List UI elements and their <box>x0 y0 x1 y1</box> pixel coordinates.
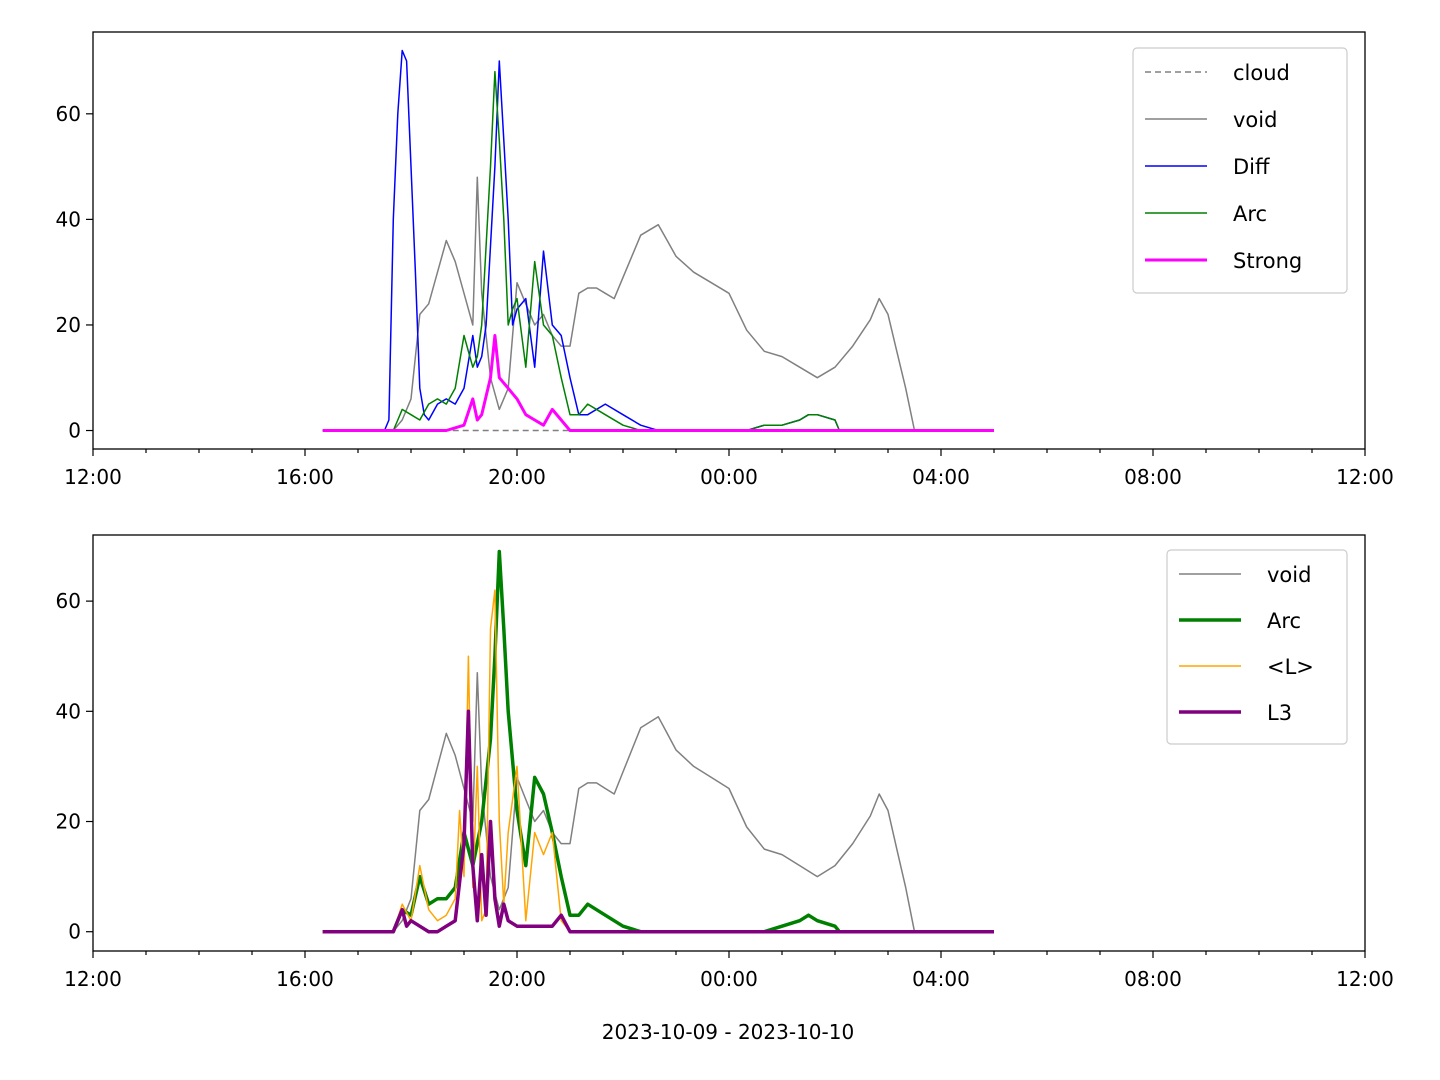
y-tick-label: 20 <box>56 810 81 834</box>
top-panel: 12:00 16:00 20:00 00:00 04:00 08:00 12:00 0 20 40… <box>56 31 1394 489</box>
x-tick-label: 08:00 <box>1124 465 1182 489</box>
x-tick-label: 12:00 <box>1336 465 1394 489</box>
legend-entry-label: L3 <box>1267 701 1292 725</box>
legend-entry-label: void <box>1267 563 1311 587</box>
x-tick-label: 16:00 <box>276 967 334 991</box>
legend-box <box>1132 47 1348 294</box>
y-tick-label: 60 <box>56 589 81 613</box>
x-tick-label: 04:00 <box>912 967 970 991</box>
y-tick-label: 20 <box>56 313 81 337</box>
y-tick-label: 60 <box>56 102 81 126</box>
x-tick-label: 16:00 <box>276 465 334 489</box>
legend-entry-label: Diff <box>1233 155 1270 179</box>
legend-entry-label: Arc <box>1267 609 1301 633</box>
legend-entry-label: void <box>1233 108 1277 132</box>
x-tick-label: 12:00 <box>64 465 122 489</box>
series-line-arc <box>322 70 994 432</box>
bottom-panel: 12:00 16:00 20:00 00:00 04:00 08:00 12:00 0 20 40… <box>56 534 1394 991</box>
legend-entry-label: Strong <box>1233 249 1302 273</box>
x-tick-label: 08:00 <box>1124 967 1182 991</box>
legend: void Arc <L> L3 <box>1166 549 1348 745</box>
series-line-void <box>322 671 994 933</box>
series-line-strong <box>322 334 994 432</box>
y-tick-label: 40 <box>56 207 81 231</box>
x-axis-label: 2023-10-09 - 2023-10-10 <box>602 1020 854 1044</box>
series-line-l <box>322 589 994 933</box>
x-tick-label: 20:00 <box>488 967 546 991</box>
series-line-arc <box>322 549 994 934</box>
y-tick-label: 40 <box>56 699 81 723</box>
x-tick-label: 00:00 <box>700 967 758 991</box>
x-tick-label: 00:00 <box>700 465 758 489</box>
x-tick-label: 12:00 <box>64 967 122 991</box>
y-tick-label: 0 <box>68 920 81 944</box>
x-tick-label: 20:00 <box>488 465 546 489</box>
legend-entry-label: cloud <box>1233 61 1290 85</box>
y-tick-label: 0 <box>68 419 81 443</box>
legend: cloud void Diff Arc Strong <box>1132 47 1348 294</box>
x-tick-label: 04:00 <box>912 465 970 489</box>
legend-entry-label: <L> <box>1267 655 1314 679</box>
series-line-void <box>322 176 994 432</box>
x-tick-label: 12:00 <box>1336 967 1394 991</box>
legend-entry-label: Arc <box>1233 202 1267 226</box>
legend-box <box>1166 549 1348 745</box>
series-line-l3 <box>322 709 994 934</box>
